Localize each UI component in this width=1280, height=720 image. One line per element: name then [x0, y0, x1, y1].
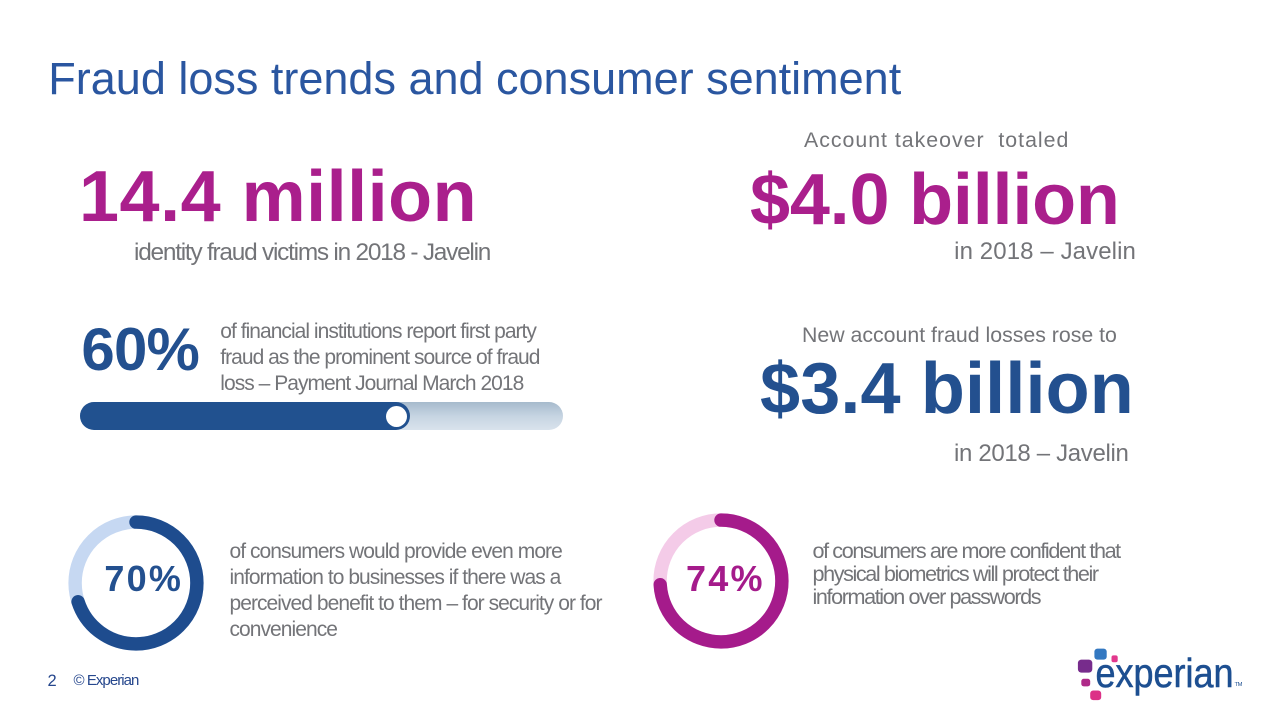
- svg-text:experian: experian: [1096, 650, 1234, 696]
- svg-text:TM: TM: [1235, 682, 1243, 688]
